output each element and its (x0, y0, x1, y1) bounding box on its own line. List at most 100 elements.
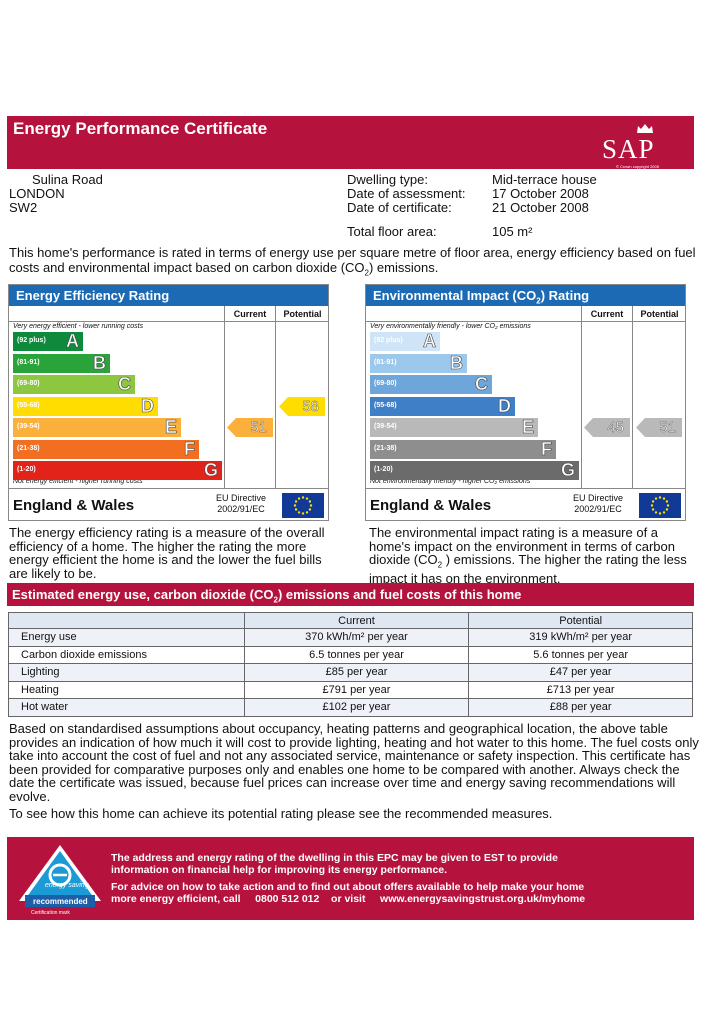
current-rating-pointer: 45 (584, 418, 630, 437)
table-row: Heating £791 per year £713 per year (8, 680, 693, 699)
estimate-title-sub: 2 (273, 595, 278, 605)
certificate-date-label: Date of certificate: (347, 200, 452, 215)
band-letter: E (164, 417, 178, 438)
table-header-cell: Current (243, 612, 470, 629)
rating-band-b: (81-91) B (370, 352, 467, 373)
pointer-arrow-icon (227, 418, 273, 437)
estimate-title-main: Estimated energy use, carbon dioxide (CO (12, 587, 274, 602)
eu-flag-icon (282, 493, 324, 518)
pointer-arrow-icon (636, 418, 682, 437)
environmental-top-caption: Very environmentally friendly - lower CO… (370, 323, 531, 330)
efficiency-current-header: Current (233, 309, 267, 319)
band-range: (55-68) (17, 401, 40, 409)
estimate-table: Current Potential Energy use 370 kWh/m² … (8, 612, 693, 717)
grid-divider (581, 306, 582, 488)
environmental-potential-header: Potential (640, 309, 679, 319)
energy-saving-recommended-logo: energy saving recommended (17, 843, 103, 911)
epc-header: Energy Performance Certificate SAP © Cro… (7, 116, 694, 169)
efficiency-bottom-caption: Not energy efficient - higher running co… (13, 478, 143, 485)
potential-rating-pointer: 58 (279, 396, 325, 416)
energy-efficiency-chart: Energy Efficiency Rating Current Potenti… (8, 284, 329, 521)
sap-logo-text: SAP (602, 134, 655, 164)
dwelling-type-label: Dwelling type: (347, 172, 428, 187)
efficiency-eu-directive: EU Directive 2002/91/EC (216, 493, 266, 515)
band-letter: D (498, 395, 512, 416)
eu-directive-line1: EU Directive (573, 493, 624, 503)
efficiency-top-caption: Very energy efficient - lower running co… (13, 323, 144, 330)
grid-divider (224, 306, 225, 488)
page-title: Energy Performance Certificate (13, 119, 268, 138)
band-range: (92 plus) (374, 337, 403, 344)
band-letter: F (184, 438, 196, 459)
table-cell: £85 per year (243, 663, 470, 682)
address-line-2: LONDON (9, 186, 65, 201)
eu-directive-line2: 2002/91/EC (217, 504, 265, 514)
footer-line-3: For advice on how to take action and to … (111, 881, 585, 893)
table-cell: 370 kWh/m² per year (243, 628, 470, 647)
intro-text-end: ) emissions. (368, 260, 439, 275)
band-letter: B (93, 352, 107, 373)
address-line-3: SW2 (9, 200, 38, 215)
environmental-title-end: ) Rating (540, 288, 590, 303)
band-letter: C (475, 374, 489, 395)
intro-text: This home's performance is rated in term… (9, 245, 699, 281)
grid-divider (366, 321, 685, 322)
band-letter: G (203, 460, 219, 481)
table-cell: Heating (8, 680, 245, 699)
efficiency-description: The energy efficiency rating is a measur… (9, 525, 325, 581)
rating-band-d: (55-68) D (13, 395, 158, 416)
environmental-title-main: Environmental Impact (CO (373, 288, 537, 303)
footer-line-4[interactable]: more energy efficient, call 0800 512 012… (111, 893, 586, 905)
band-range: (1-20) (374, 466, 393, 473)
eu-directive-line1: EU Directive (216, 493, 267, 503)
eu-flag-icon (639, 493, 681, 518)
cost-explanation: Based on standardised assumptions about … (9, 721, 699, 804)
table-cell: Lighting (8, 663, 245, 682)
table-cell: Hot water (8, 698, 245, 717)
rating-band-c: (69-80) C (13, 374, 135, 394)
footer-line-1: The address and energy rating of the dwe… (111, 852, 558, 864)
potential-rating-value: 58 (302, 397, 319, 415)
rating-band-b: (81-91) B (13, 352, 110, 373)
band-letter: B (450, 352, 464, 373)
table-row: Hot water £102 per year £88 per year (8, 698, 693, 717)
estimate-title-end: ) emissions and fuel costs of this home (277, 587, 522, 602)
floor-area-value: 105 m² (492, 224, 533, 239)
grid-divider (9, 488, 328, 489)
rating-band-g: (1-20) G (13, 460, 222, 481)
assessment-date-label: Date of assessment: (347, 186, 466, 201)
efficiency-title: Energy Efficiency Rating (9, 285, 328, 306)
address-line-1: Sulina Road (32, 172, 103, 187)
grid-divider (275, 306, 276, 488)
rating-band-e: (39-54) E (370, 417, 538, 438)
table-cell: £102 per year (243, 698, 470, 717)
environmental-impact-chart: Environmental Impact (CO2) Rating Curren… (365, 284, 686, 521)
band-range: (1-20) (17, 466, 36, 473)
band-letter: E (521, 417, 535, 438)
rating-band-g: (1-20) G (370, 460, 579, 481)
sap-copyright: © Crown copyright 2005 (616, 164, 659, 169)
band-letter: D (141, 395, 155, 416)
band-range: (92 plus) (17, 337, 46, 344)
rating-band-f: (21-38) F (370, 438, 556, 459)
intro-text-main: This home's performance is rated in term… (9, 245, 696, 275)
env-desc-main: The environmental impact rating is a mea… (369, 525, 675, 567)
certification-mark: Certification mark (31, 910, 70, 916)
pointer-arrow-icon (279, 396, 325, 416)
band-letter: G (560, 460, 576, 481)
table-cell: £47 per year (468, 663, 693, 682)
table-row: Carbon dioxide emissions 6.5 tonnes per … (8, 645, 693, 664)
table-row: Lighting £85 per year £47 per year (8, 663, 693, 682)
certificate-date-value: 21 October 2008 (492, 200, 589, 215)
rating-band-a: (92 plus) A (370, 331, 440, 351)
table-header-cell (8, 612, 245, 629)
band-range: (39-54) (374, 423, 397, 430)
dwelling-type-value: Mid-terrace house (492, 172, 597, 187)
band-range: (69-80) (17, 380, 40, 387)
band-range: (55-68) (374, 401, 397, 409)
band-range: (21-38) (17, 444, 40, 452)
table-cell: 6.5 tonnes per year (243, 645, 470, 664)
band-letter: F (541, 438, 553, 459)
current-rating-value: 45 (607, 419, 624, 436)
rating-band-e: (39-54) E (13, 417, 181, 438)
